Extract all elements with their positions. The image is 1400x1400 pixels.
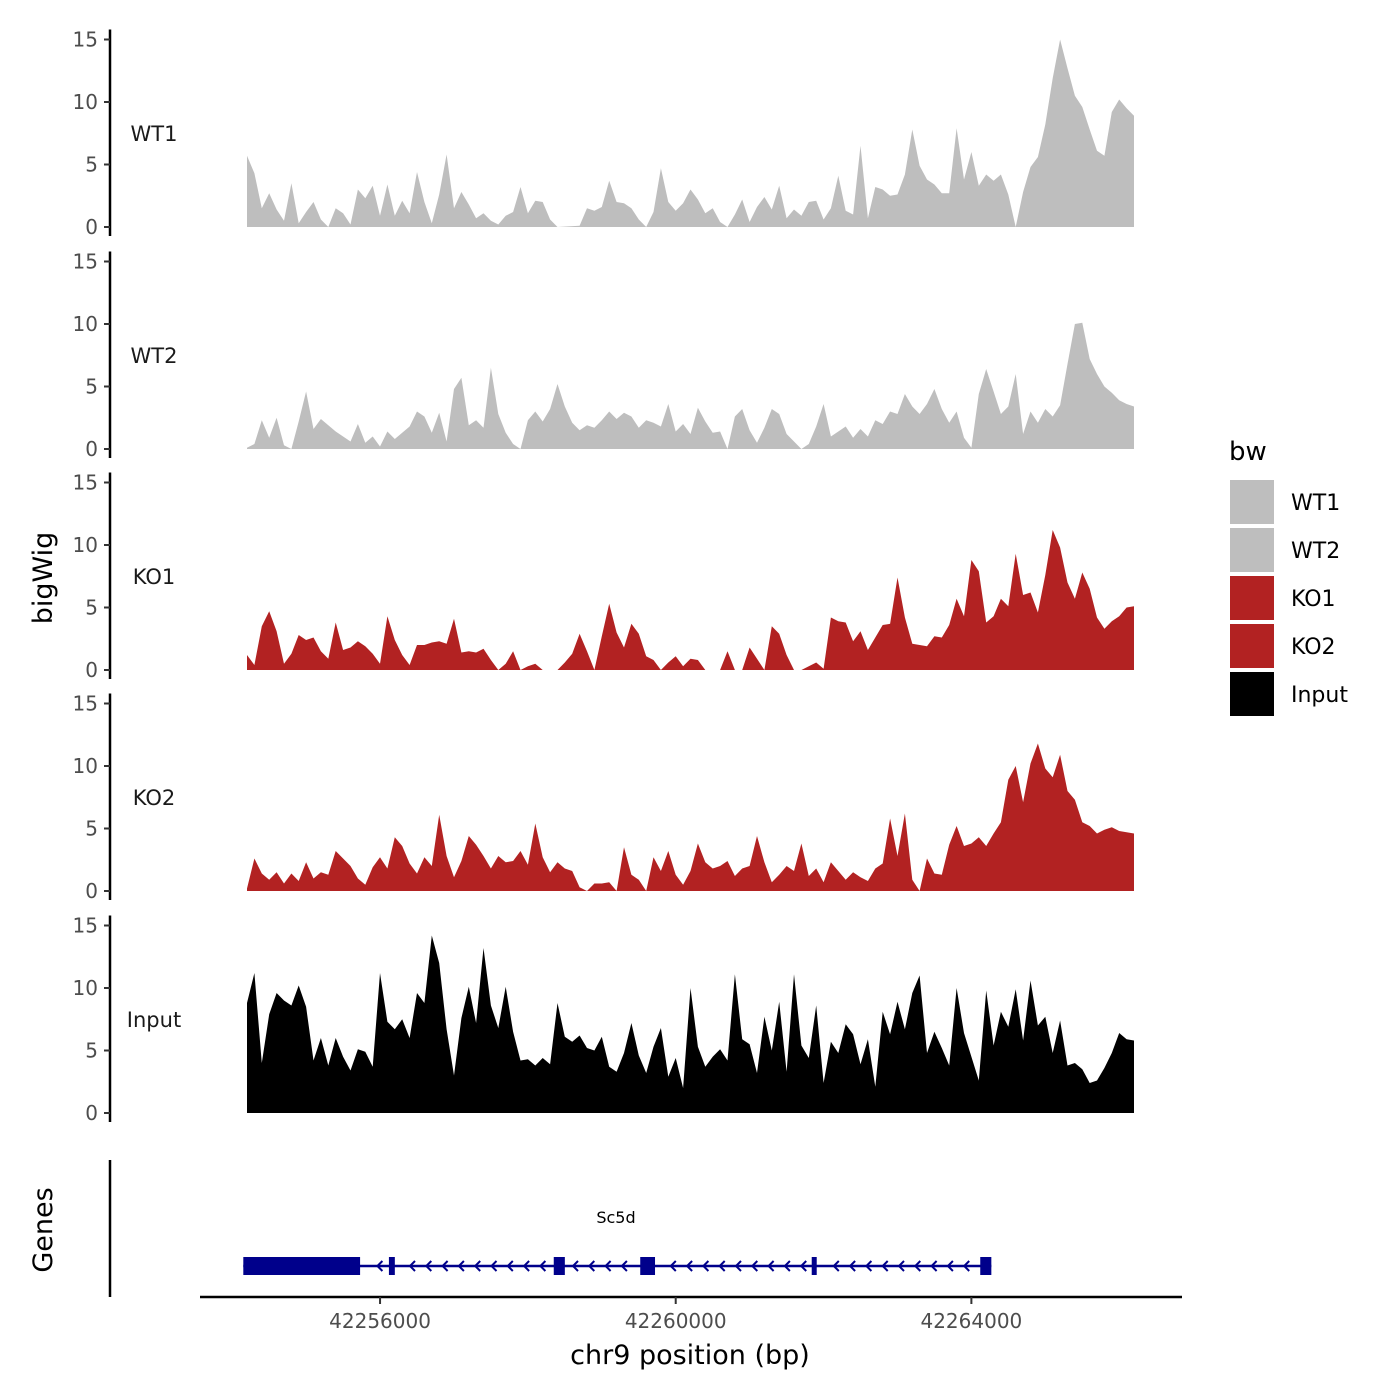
y-tick-label: 15	[73, 692, 98, 716]
strand-arrow	[506, 1260, 514, 1272]
y-tick-label: 10	[73, 312, 98, 336]
gene-exon	[811, 1257, 817, 1275]
strand-arrow	[750, 1260, 759, 1272]
legend-label-input: Input	[1291, 683, 1348, 708]
y-tick-label: 5	[85, 153, 98, 177]
y-tick-label: 15	[73, 914, 98, 938]
strand-arrow	[685, 1260, 693, 1272]
strand-arrow	[538, 1260, 547, 1272]
track-label: KO2	[133, 786, 176, 810]
genes-axis-title: Genes	[28, 1187, 59, 1272]
area-wt2	[247, 322, 1134, 449]
y-tick-label: 5	[85, 375, 98, 399]
y-tick-label: 0	[85, 879, 98, 903]
track-ko2: 0 5 10 15 KO2	[73, 692, 1134, 903]
gene-exon	[980, 1257, 992, 1275]
strand-arrow	[718, 1260, 726, 1272]
legend-label-wt1: WT1	[1291, 491, 1340, 516]
strand-arrow	[701, 1260, 710, 1272]
strand-arrow	[848, 1260, 856, 1272]
strand-arrow	[767, 1260, 775, 1272]
y-tick-label: 5	[85, 596, 98, 620]
strand-arrow	[946, 1260, 954, 1272]
gene-exon	[243, 1257, 361, 1275]
genes-panel: Sc5d	[108, 1160, 992, 1297]
legend-label-wt2: WT2	[1291, 539, 1340, 564]
y-tick-label: 0	[85, 437, 98, 461]
gene-name: Sc5d	[596, 1208, 635, 1227]
strand-arrow	[832, 1260, 840, 1272]
y-tick-label: 0	[85, 1101, 98, 1125]
legend-label-ko1: KO1	[1291, 587, 1336, 612]
strand-arrow	[913, 1260, 922, 1272]
legend-swatch-ko1	[1230, 576, 1274, 620]
legend-swatch-ko2	[1230, 624, 1274, 668]
track-input: 0 5 10 15 Input	[73, 914, 1134, 1125]
legend-swatch-input	[1230, 672, 1274, 716]
strand-arrow	[490, 1260, 498, 1272]
x-axis-title: chr9 position (bp)	[570, 1340, 810, 1371]
strand-arrow	[734, 1260, 742, 1272]
x-axis: 42256000 42260000 42264000	[200, 1295, 1182, 1333]
x-tick-label: 42260000	[625, 1309, 727, 1333]
track-wt2: 0 5 10 15 WT2	[73, 250, 1134, 461]
legend: bw WT1 WT2 KO1 KO2 Input	[1229, 437, 1348, 716]
track-wt1: 0 5 10 15 WT1	[73, 28, 1134, 239]
legend-title: bw	[1229, 437, 1267, 467]
strand-arrow	[930, 1260, 938, 1272]
y-tick-label: 5	[85, 817, 98, 841]
y-tick-label: 15	[73, 250, 98, 274]
y-tick-label: 10	[73, 976, 98, 1000]
area-wt1	[247, 39, 1134, 227]
track-panels: 0 5 10 15 WT1 0 5 10 15 WT2 0 5 10 15 KO1 0 5 10 15 KO2 0 5 10…	[73, 28, 1134, 1125]
gene-exon	[640, 1257, 656, 1275]
strand-arrow	[783, 1260, 791, 1272]
y-tick-label: 5	[85, 1039, 98, 1063]
strand-arrow	[620, 1260, 628, 1272]
strand-arrow	[799, 1260, 807, 1272]
track-label: WT2	[131, 344, 178, 368]
strand-arrow	[587, 1260, 596, 1272]
x-tick-label: 42264000	[920, 1309, 1022, 1333]
strand-arrow	[962, 1260, 970, 1272]
track-ko1: 0 5 10 15 KO1	[73, 471, 1134, 682]
strand-arrow	[864, 1260, 873, 1272]
strand-arrow	[441, 1260, 449, 1272]
legend-swatch-wt2	[1230, 528, 1274, 572]
y-tick-label: 0	[85, 215, 98, 239]
strand-arrow	[604, 1260, 612, 1272]
y-axis-title: bigWig	[28, 532, 59, 625]
area-input	[247, 935, 1134, 1113]
strand-arrow	[881, 1260, 889, 1272]
strand-arrow	[424, 1260, 433, 1272]
strand-arrow	[669, 1260, 677, 1272]
track-label: KO1	[133, 565, 176, 589]
track-label: Input	[127, 1008, 181, 1032]
strand-arrow	[571, 1260, 579, 1272]
y-tick-label: 15	[73, 471, 98, 495]
strand-arrow	[522, 1260, 530, 1272]
y-tick-label: 15	[73, 28, 98, 52]
strand-arrow	[473, 1260, 481, 1272]
strand-arrow	[457, 1260, 465, 1272]
area-ko2	[247, 743, 1134, 891]
y-tick-label: 10	[73, 90, 98, 114]
legend-swatch-wt1	[1230, 480, 1274, 524]
y-tick-label: 10	[73, 533, 98, 557]
y-tick-label: 10	[73, 754, 98, 778]
strand-arrow	[897, 1260, 905, 1272]
gene-exon	[388, 1257, 395, 1275]
gene-exon	[553, 1257, 565, 1275]
strand-arrow	[375, 1260, 384, 1272]
legend-label-ko2: KO2	[1291, 635, 1336, 660]
strand-arrow	[408, 1260, 416, 1272]
x-tick-label: 42256000	[329, 1309, 431, 1333]
track-label: WT1	[131, 122, 178, 146]
area-ko1	[247, 530, 1134, 670]
y-tick-label: 0	[85, 658, 98, 682]
